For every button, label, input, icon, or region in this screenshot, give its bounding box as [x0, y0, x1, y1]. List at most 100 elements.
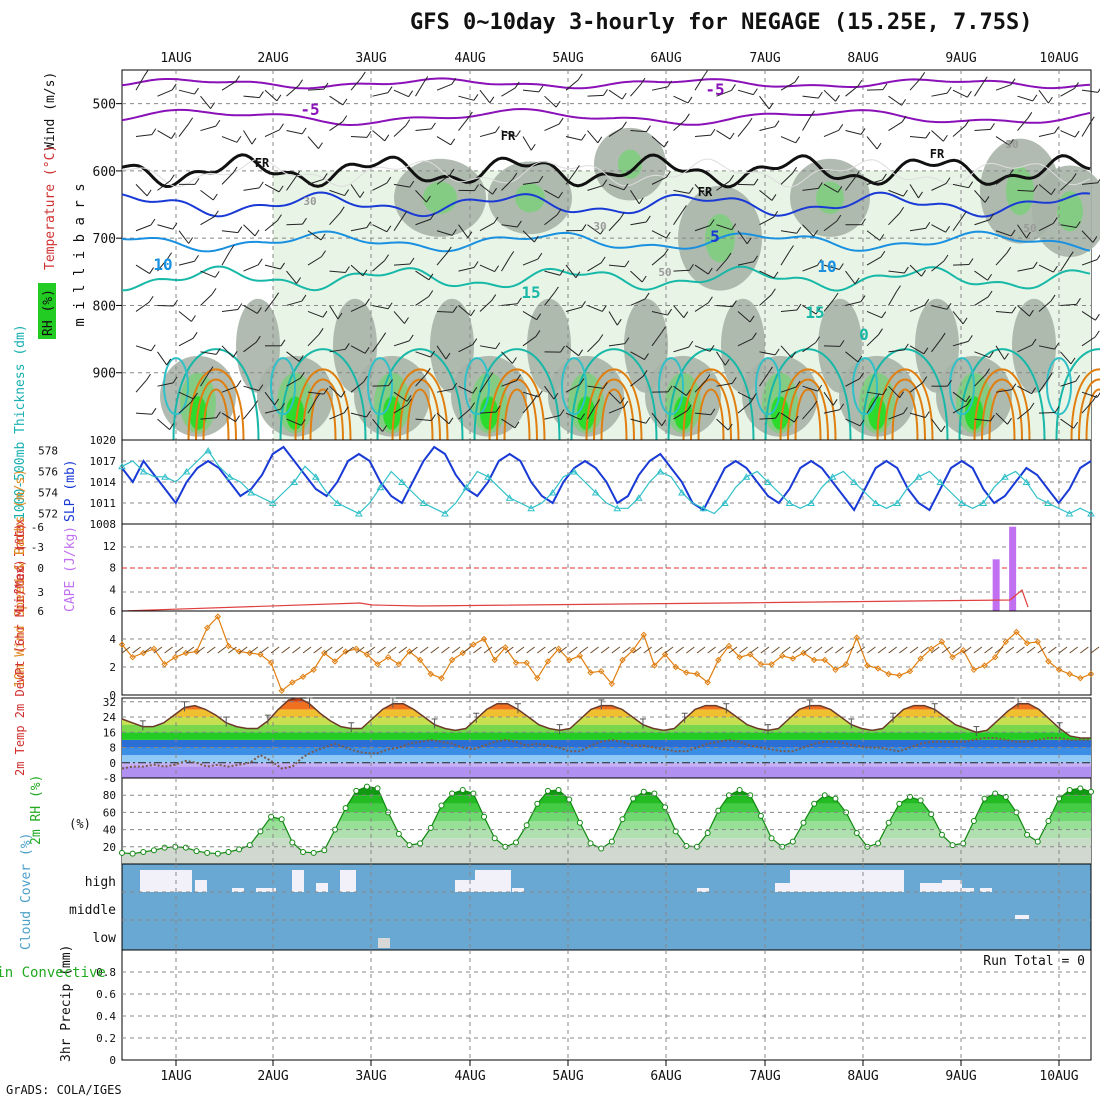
wind-barb-feather — [538, 175, 544, 183]
rh-marker — [875, 840, 882, 847]
wind-barb-feather — [901, 115, 907, 123]
wind-barb — [780, 81, 796, 91]
wind-barb — [350, 304, 366, 312]
wind-barb-feather — [1089, 116, 1095, 124]
rh-marker — [736, 787, 743, 794]
wind-barb — [200, 95, 211, 109]
wind-barb-feather — [752, 88, 758, 95]
wind-barb — [1038, 300, 1052, 312]
thickness-marker — [548, 489, 557, 496]
wind-barb — [823, 220, 838, 232]
wind-barb — [157, 382, 174, 387]
wind-barb — [802, 342, 816, 353]
wind-barb-feather — [188, 237, 194, 244]
wind-barb — [436, 83, 453, 91]
wind-speed-marker — [587, 669, 594, 676]
wind-label: Wind (m/s) — [43, 72, 58, 150]
wind-barb-feather — [773, 210, 779, 218]
wind-barb-feather — [1047, 96, 1053, 104]
thickness-marker — [721, 499, 729, 506]
wind-barb-feather — [878, 328, 883, 335]
wind-barb — [243, 406, 254, 420]
wind-barb — [372, 260, 385, 272]
wind-speed-marker — [651, 662, 658, 669]
rh-marker — [896, 800, 903, 807]
wind-barb — [393, 89, 409, 98]
wind10m-barb — [345, 646, 354, 654]
wind-barb-feather — [817, 182, 823, 189]
wind-barb — [286, 300, 303, 306]
wind-speed-marker — [140, 649, 147, 657]
diurnal-contour — [488, 368, 546, 441]
wind-barb-feather — [881, 173, 887, 181]
wind-barb-feather — [516, 220, 522, 228]
wind-barb — [1017, 408, 1031, 420]
wind-barb — [501, 303, 518, 306]
diurnal-contour — [593, 378, 635, 441]
wind-barb-feather — [687, 96, 693, 104]
wind-speed-marker — [321, 649, 328, 657]
wind-barb — [135, 264, 150, 274]
wind-barb — [415, 218, 431, 226]
wind-barb-feather — [235, 415, 240, 422]
wind-barb-feather — [619, 397, 625, 404]
wind-barb — [608, 127, 623, 137]
wind-barb-feather — [149, 267, 154, 274]
wind-speed-marker — [118, 641, 126, 648]
wind-speed-marker — [1002, 638, 1010, 646]
wind-barb-feather — [660, 326, 666, 334]
wind-barb — [888, 189, 904, 197]
diurnal-contour — [884, 378, 926, 441]
diurnal-contour — [294, 368, 352, 441]
wind-barb-feather — [382, 425, 387, 432]
wind-barb-feather — [638, 197, 644, 205]
wind-barb — [845, 85, 859, 97]
wind-barb — [823, 298, 835, 312]
wind-barb-feather — [537, 390, 543, 398]
wind-barb — [565, 264, 577, 279]
rh-blob — [1057, 191, 1083, 232]
rh-blob — [1012, 298, 1056, 393]
temp-tick-label: 32 — [103, 696, 116, 709]
wind-barb — [221, 81, 236, 91]
rh-marker — [512, 839, 519, 846]
wind-barb-feather — [208, 366, 214, 373]
cloud-cell — [140, 870, 162, 892]
wind-barb-feather — [574, 165, 580, 172]
wind-barb-feather — [405, 119, 411, 126]
diurnal-contour — [764, 348, 852, 441]
wind-barb — [329, 412, 345, 420]
wind-barb-feather — [961, 211, 967, 218]
wind-barb-feather — [684, 113, 690, 121]
thickness-marker — [634, 494, 643, 501]
wind-barb-feather — [940, 332, 946, 340]
wind-barb — [200, 216, 215, 226]
wind-barb — [823, 409, 840, 414]
diurnal-contour — [187, 368, 245, 441]
wind-barb — [759, 294, 772, 306]
wind-barb-feather — [1027, 112, 1033, 119]
wind-barb — [329, 95, 344, 106]
wind-barb-feather — [1054, 406, 1060, 413]
wind-barb-feather — [214, 271, 220, 278]
wind-barb-feather — [532, 394, 538, 402]
wind-barb-feather — [321, 250, 326, 257]
wind-barb — [608, 183, 625, 191]
wind-barb-feather — [989, 213, 995, 221]
wind-barb — [866, 310, 882, 319]
wind-barb-feather — [1047, 372, 1053, 380]
pressure-ticks: 500 600 700 800 900 — [93, 98, 122, 382]
wind-barb-feather — [170, 132, 176, 139]
wind-barb — [716, 130, 731, 140]
wind-barb-feather — [1010, 229, 1016, 237]
wind-barb — [1017, 267, 1034, 272]
wind-barb — [716, 258, 728, 272]
wind10m-barb — [973, 646, 983, 654]
wind-barb — [415, 373, 427, 387]
rh-marker — [1024, 831, 1031, 838]
wind-speed-marker — [1045, 658, 1052, 665]
wind-barb-feather — [940, 425, 946, 433]
precip-frame — [121, 949, 1092, 1061]
wind-barb-feather — [1068, 251, 1074, 258]
wind-barb — [178, 391, 194, 400]
